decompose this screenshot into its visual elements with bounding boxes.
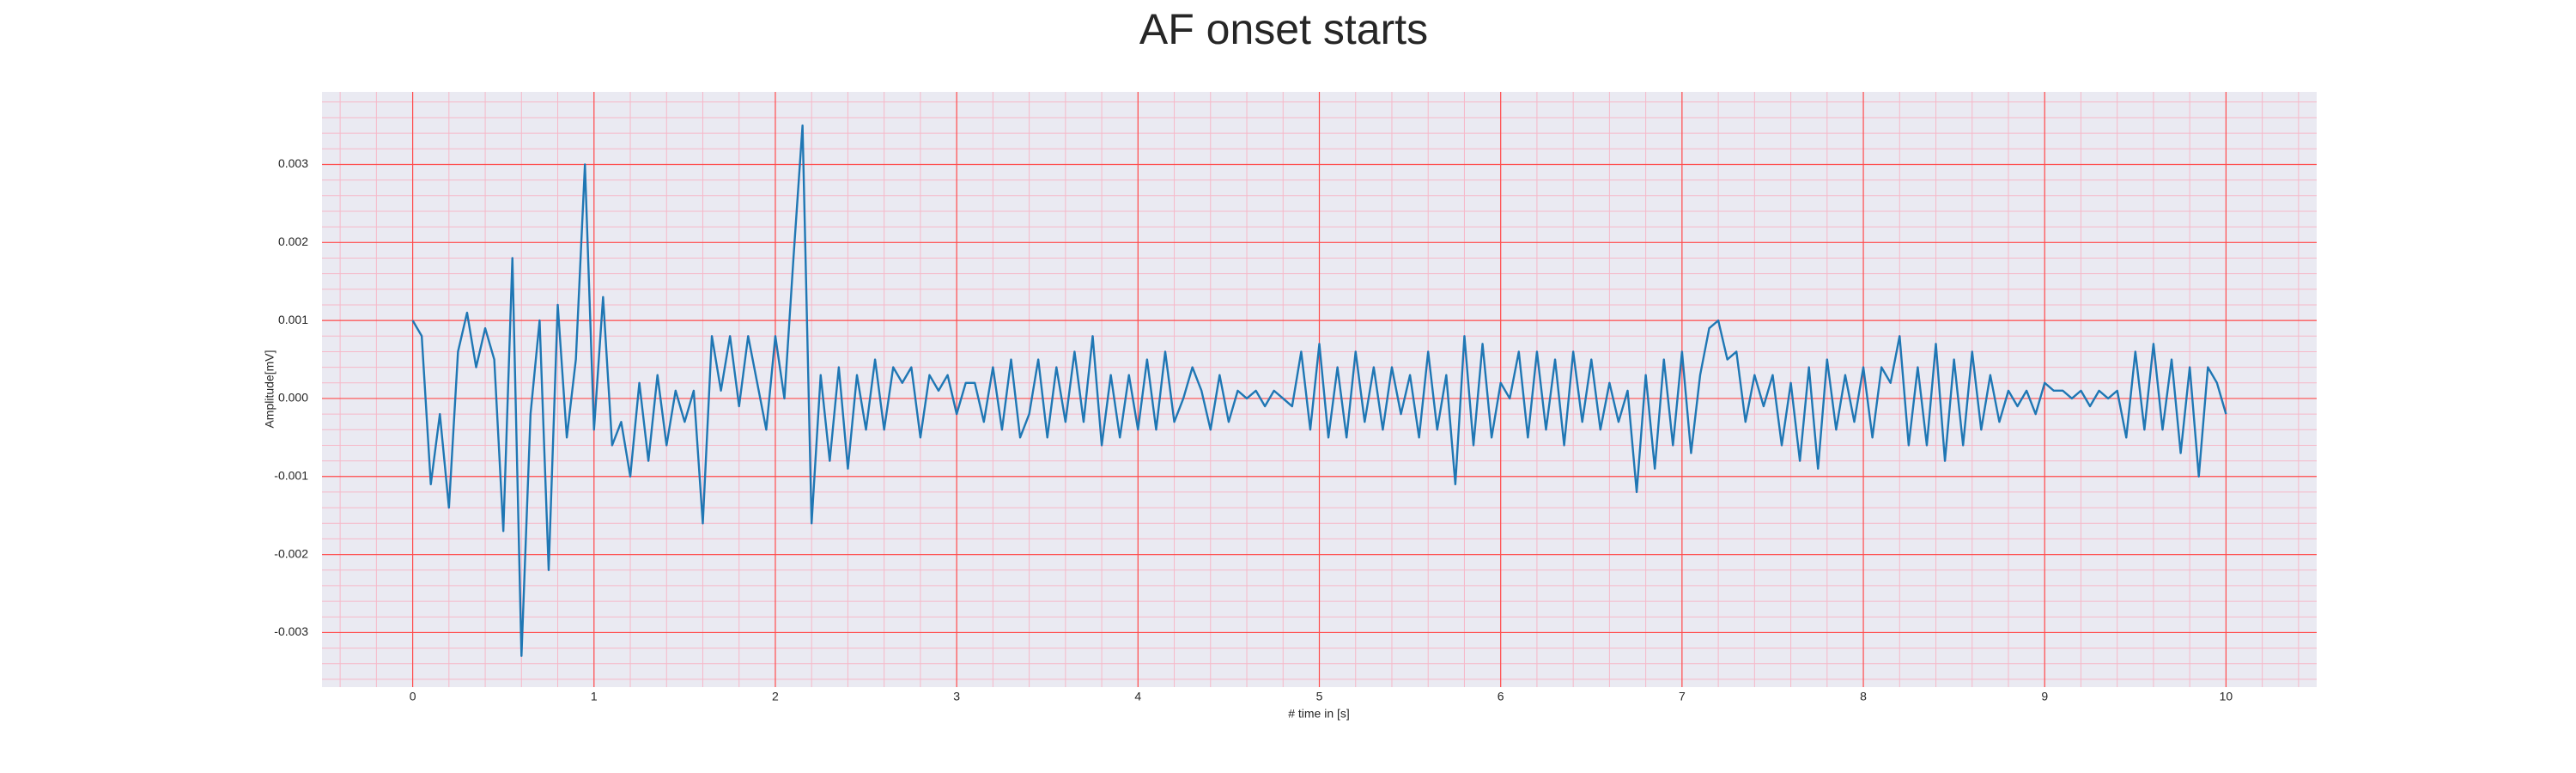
x-tick-label: 7 [1679,690,1686,703]
y-tick-label: 0.001 [278,313,308,326]
y-tick-label: 0.002 [278,234,308,248]
x-tick-label: 1 [591,690,598,703]
chart-title: AF onset starts [1139,5,1428,53]
data-layer [411,124,2227,657]
x-tick-label: 9 [2041,690,2048,703]
signal-line [411,124,2227,657]
x-tick-label: 0 [410,690,416,703]
y-axis-label: Amplitude[mV] [263,350,276,428]
x-tick-label: 3 [953,690,960,703]
x-tick-label: 8 [1860,690,1867,703]
y-tick-label: 0.000 [278,391,308,405]
major-grid [322,92,2317,687]
x-tick-label: 10 [2220,690,2233,703]
y-tick-label: -0.003 [274,624,308,638]
x-tick-label: 5 [1316,690,1323,703]
x-axis-label: # time in [s] [1288,707,1350,721]
x-tick-label: 2 [772,690,779,703]
labels: 0 1 2 3 4 5 6 7 8 9 10 -0.003 -0.002 -0.001 0.000 0.001… [274,156,2233,703]
y-tick-label: -0.001 [274,468,308,482]
y-tick-label: -0.002 [274,546,308,560]
y-tick-label: 0.003 [278,156,308,170]
x-tick-label: 4 [1134,690,1141,703]
x-tick-label: 6 [1498,690,1504,703]
